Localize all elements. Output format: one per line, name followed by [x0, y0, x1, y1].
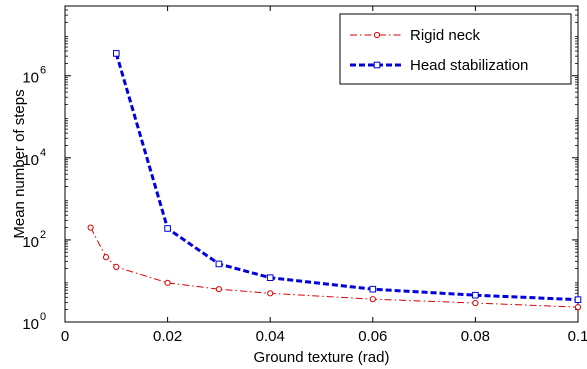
data-point [574, 304, 582, 311]
data-point [164, 279, 171, 286]
legend: Rigid neck Head stabilization [339, 13, 572, 85]
data-point [574, 296, 582, 303]
data-point [164, 225, 171, 232]
legend-label: Head stabilization [410, 57, 528, 74]
legend-item: Rigid neck [350, 27, 481, 44]
data-point [215, 260, 223, 268]
legend-marker [373, 61, 381, 69]
x-axis-label: Ground texture (rad) [254, 349, 390, 366]
y-tick-exponent: 6 [40, 65, 46, 77]
data-point [369, 296, 376, 303]
data-point [472, 299, 479, 307]
y-tick-label: 10 [22, 316, 39, 333]
data-point [472, 291, 479, 299]
legend-marker [373, 31, 381, 39]
data-point [87, 224, 94, 231]
y-tick-label: 10 [22, 70, 39, 87]
series-0 [87, 224, 582, 311]
data-point [215, 286, 222, 293]
y-axis-label: Mean number of steps [11, 89, 28, 238]
data-point [113, 263, 120, 271]
series-1 [113, 50, 582, 303]
y-tick-base: 10 [22, 234, 39, 251]
y-tick-base: 10 [22, 70, 39, 87]
x-tick-label: 0.02 [153, 328, 182, 345]
y-tick-label: 10 [22, 152, 39, 169]
x-tick-label: 0.08 [461, 328, 490, 345]
y-tick-exponent: 4 [40, 147, 46, 159]
y-tick-label: 10 [22, 234, 39, 251]
series-group [87, 50, 582, 311]
y-tick-base: 10 [22, 152, 39, 169]
x-tick-label: 0.04 [256, 328, 285, 345]
y-tick-exponent: 0 [40, 311, 46, 323]
legend-label: Rigid neck [410, 27, 481, 44]
legend-item: Head stabilization [350, 57, 528, 74]
data-point [267, 290, 274, 297]
legend-box [339, 13, 572, 85]
x-tick-label: 0.06 [358, 328, 387, 345]
y-tick-base: 10 [22, 316, 39, 333]
x-tick-label: 0 [61, 328, 69, 345]
x-tick-label: 0.1 [568, 328, 587, 345]
data-point [266, 274, 274, 282]
data-point [102, 254, 110, 261]
data-point [113, 50, 120, 57]
y-tick-exponent: 2 [40, 229, 46, 241]
data-point [369, 285, 377, 293]
